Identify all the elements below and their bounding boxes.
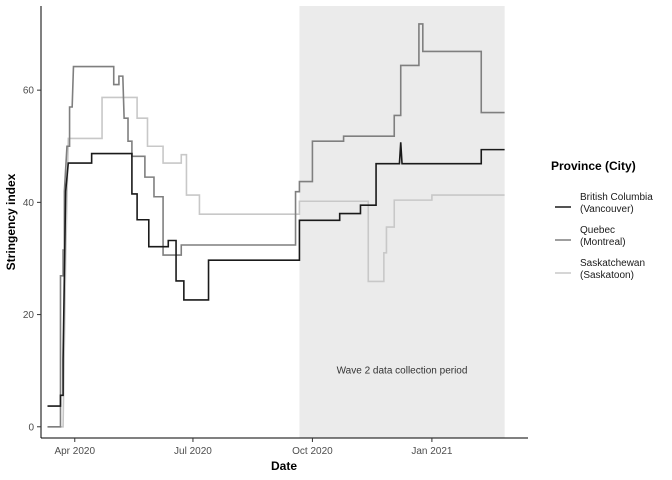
series-line-saskatchewan [47,96,505,428]
legend: Province (City) British Columbia (Vancou… [551,159,656,281]
legend-label-quebec: Quebec (Montreal) [580,225,626,248]
shaded-region-layer [299,6,505,438]
legend-label-british-columbia: British Columbia (Vancouver) [580,192,656,215]
legend-label-saskatchewan: Saskatchewan (Saskatoon) [580,258,648,281]
wave-2-annotation: Wave 2 data collection period [337,366,468,377]
x-axis-title: Date [271,459,297,473]
y-tick-label: 40 [23,198,35,209]
x-tick-label: Oct 2020 [292,446,333,457]
legend-title: Province (City) [551,159,636,173]
series-line-british-columbia [47,142,505,407]
axes [40,6,528,439]
y-tick-label: 60 [23,86,35,97]
x-tick-label: Apr 2020 [54,446,95,457]
x-tick-label: Jul 2020 [174,446,212,457]
y-axis-title: Stringency index [4,173,18,270]
series-layer [47,23,505,428]
wave-2-shaded-region [299,6,505,438]
y-tick-label: 20 [23,310,35,321]
tick-layer: 0 20 40 60 Apr 2020 Jul 2020 Oct 2020 Jan 2021 [23,86,453,457]
y-tick-label: 0 [28,422,34,433]
series-line-quebec [47,23,505,428]
x-tick-label: Jan 2021 [411,446,453,457]
